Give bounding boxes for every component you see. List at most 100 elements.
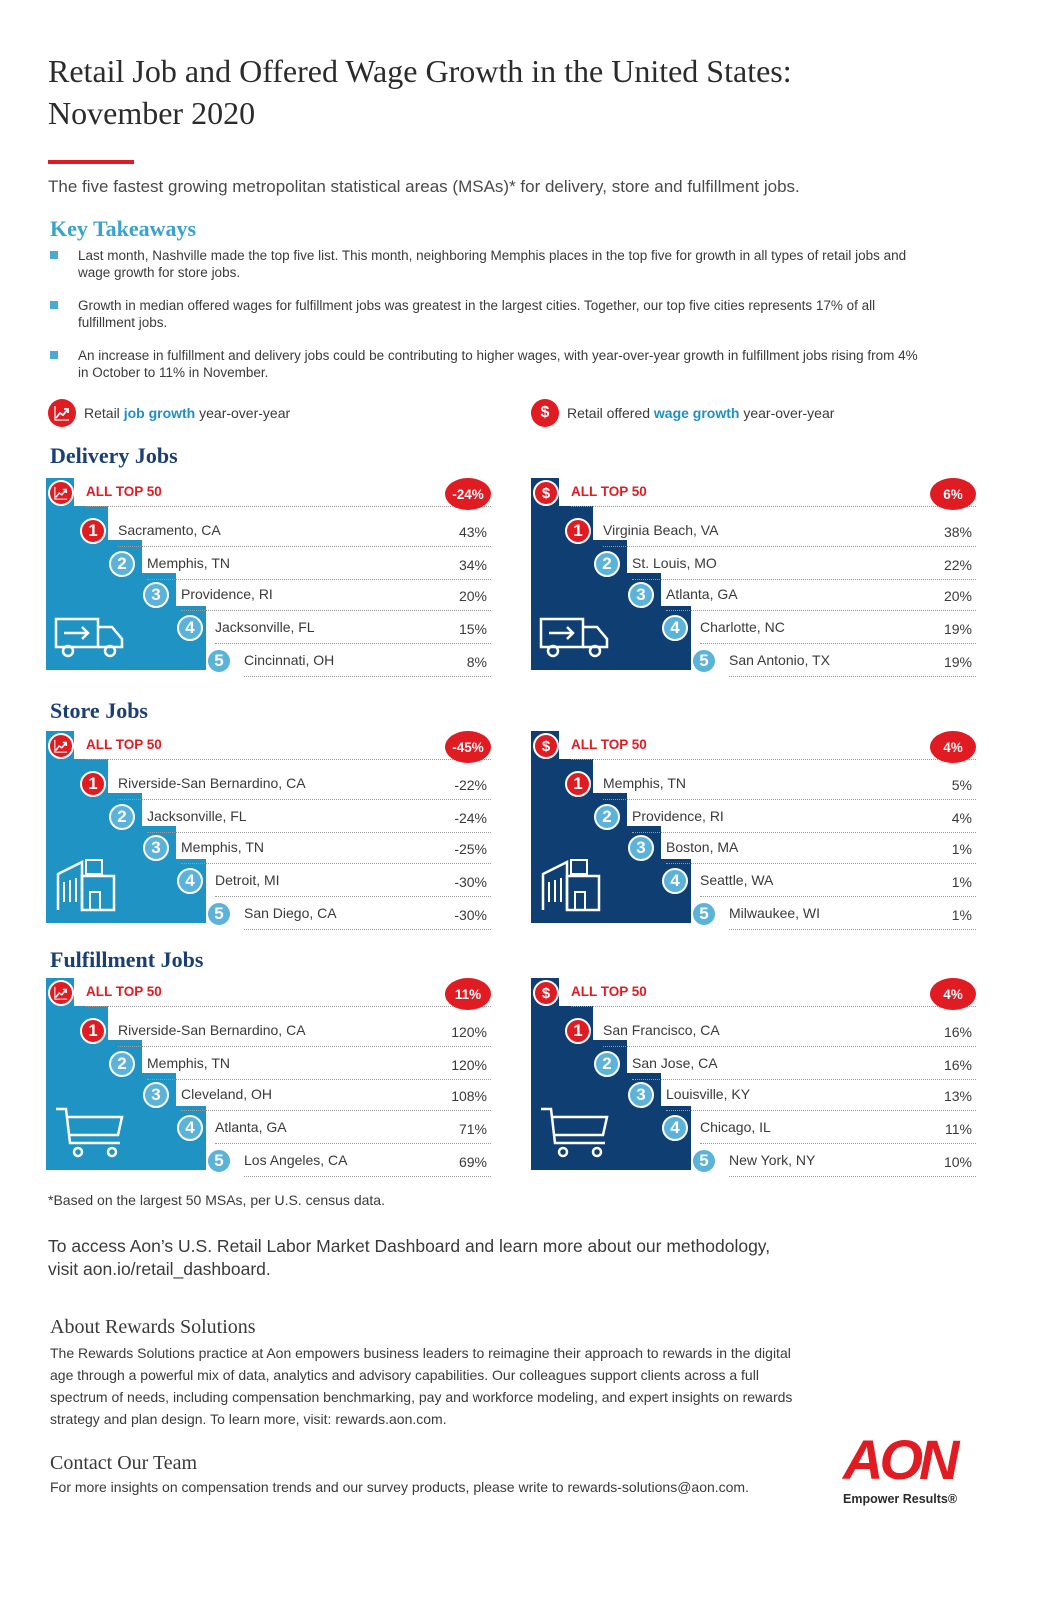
about-heading: About Rewards Solutions bbox=[50, 1316, 256, 1338]
dotted-divider bbox=[181, 863, 491, 864]
dotted-divider bbox=[118, 546, 491, 547]
rank-badge: 2 bbox=[109, 551, 135, 577]
ranking-row: 5 Milwaukee, WI 1% bbox=[691, 899, 976, 930]
growth-value: 38% bbox=[943, 524, 972, 540]
growth-value: 71% bbox=[458, 1121, 487, 1137]
logo-tagline: Empower Results® bbox=[843, 1492, 958, 1506]
growth-value: 16% bbox=[943, 1024, 972, 1040]
city-name: San Jose, CA bbox=[632, 1055, 718, 1071]
ranking-row: 4 Charlotte, NC 19% bbox=[662, 613, 976, 644]
growth-value: 20% bbox=[458, 588, 487, 604]
trend-up-icon bbox=[48, 733, 74, 759]
city-name: Riverside-San Bernardino, CA bbox=[118, 1022, 306, 1038]
dotted-divider bbox=[729, 1176, 976, 1177]
ranking-row: 3 Boston, MA 1% bbox=[628, 833, 976, 864]
city-name: New York, NY bbox=[729, 1152, 816, 1168]
city-name: Milwaukee, WI bbox=[729, 905, 821, 921]
dotted-divider bbox=[244, 1176, 491, 1177]
logo-wordmark: AON bbox=[843, 1428, 959, 1491]
dotted-divider bbox=[729, 676, 976, 677]
city-name: Louisville, KY bbox=[666, 1086, 751, 1102]
ranking-row: 2 San Jose, CA 16% bbox=[594, 1049, 976, 1080]
growth-value: 11% bbox=[945, 1121, 972, 1137]
legend-job-growth: Retail job growth year-over-year bbox=[48, 398, 290, 428]
ranking-row: 1 Riverside-San Bernardino, CA 120% bbox=[80, 1016, 491, 1047]
job-growth-panel: ALL TOP 50 -45% 1 Riverside-San Bernardino,… bbox=[46, 731, 491, 930]
store-building-icon bbox=[539, 856, 603, 917]
growth-value: 1% bbox=[951, 874, 972, 890]
city-name: St. Louis, MO bbox=[632, 555, 717, 571]
ranking-row: 4 Seattle, WA 1% bbox=[662, 866, 976, 897]
growth-value: -30% bbox=[454, 907, 487, 923]
ranking-row: 4 Jacksonville, FL 15% bbox=[177, 613, 491, 644]
city-name: Virginia Beach, VA bbox=[603, 522, 719, 538]
growth-value: -22% bbox=[454, 777, 487, 793]
dotted-divider bbox=[700, 896, 976, 897]
trend-up-icon bbox=[48, 980, 74, 1006]
city-name: Chicago, IL bbox=[700, 1119, 771, 1135]
title-line-2: November 2020 bbox=[48, 95, 256, 131]
dotted-divider bbox=[244, 676, 491, 677]
rank-badge: 4 bbox=[177, 868, 203, 894]
rank-badge: 5 bbox=[206, 901, 232, 927]
section-title: Fulfillment Jobs bbox=[50, 947, 204, 972]
rank-badge: 5 bbox=[206, 1148, 232, 1174]
dotted-divider bbox=[603, 799, 976, 800]
dotted-divider bbox=[86, 506, 491, 507]
ranking-row: 2 St. Louis, MO 22% bbox=[594, 549, 976, 580]
growth-value: 19% bbox=[943, 654, 972, 670]
rank-badge: 2 bbox=[594, 804, 620, 830]
all-top-50-value-badge: 4% bbox=[930, 731, 976, 763]
growth-value: -25% bbox=[454, 841, 487, 857]
dotted-divider bbox=[147, 1079, 491, 1080]
city-name: Sacramento, CA bbox=[118, 522, 221, 538]
rank-badge: 3 bbox=[628, 582, 654, 608]
dotted-divider bbox=[603, 1046, 976, 1047]
legend-wage-growth: $ Retail offered wage growth year-over-y… bbox=[531, 398, 834, 428]
page-title: Retail Job and Offered Wage Growth in th… bbox=[48, 50, 948, 134]
wage-growth-panel: $ ALL TOP 50 4% 1 San Francisco, CA 16% 2 San J… bbox=[531, 978, 976, 1177]
ranking-row: 2 Memphis, TN 34% bbox=[109, 549, 491, 580]
contact-body: For more insights on compensation trends… bbox=[50, 1479, 749, 1495]
ranking-row: 2 Memphis, TN 120% bbox=[109, 1049, 491, 1080]
rank-badge: 1 bbox=[565, 1018, 591, 1044]
ranking-row: 5 Los Angeles, CA 69% bbox=[206, 1146, 491, 1177]
rank-badge: 1 bbox=[565, 518, 591, 544]
rank-badge: 4 bbox=[177, 1115, 203, 1141]
city-name: San Francisco, CA bbox=[603, 1022, 720, 1038]
rank-badge: 5 bbox=[206, 648, 232, 674]
city-name: Charlotte, NC bbox=[700, 619, 785, 635]
ranking-row: 1 Sacramento, CA 43% bbox=[80, 516, 491, 547]
dotted-divider bbox=[603, 546, 976, 547]
city-name: Memphis, TN bbox=[147, 1055, 230, 1071]
all-top-50-label: ALL TOP 50 bbox=[571, 484, 647, 499]
growth-value: 8% bbox=[466, 654, 487, 670]
all-top-50-value-badge: -24% bbox=[445, 478, 491, 510]
city-name: Riverside-San Bernardino, CA bbox=[118, 775, 306, 791]
ranking-row: 1 San Francisco, CA 16% bbox=[565, 1016, 976, 1047]
dotted-divider bbox=[181, 610, 491, 611]
all-top-50-value-badge: 6% bbox=[930, 478, 976, 510]
growth-value: 1% bbox=[951, 907, 972, 923]
rank-badge: 3 bbox=[143, 1082, 169, 1108]
shopping-cart-icon bbox=[539, 1105, 611, 1164]
dotted-divider bbox=[666, 1110, 976, 1111]
growth-value: 16% bbox=[943, 1057, 972, 1073]
dotted-divider bbox=[147, 579, 491, 580]
page-subtitle: The five fastest growing metropolitan st… bbox=[48, 177, 800, 196]
growth-value: 20% bbox=[943, 588, 972, 604]
job-growth-panel: ALL TOP 50 11% 1 Riverside-San Bernardino, … bbox=[46, 978, 491, 1177]
ranking-row: 5 San Antonio, TX 19% bbox=[691, 646, 976, 677]
ranking-row: 3 Atlanta, GA 20% bbox=[628, 580, 976, 611]
all-top-50-label: ALL TOP 50 bbox=[571, 984, 647, 999]
rank-badge: 4 bbox=[662, 1115, 688, 1141]
city-name: Jacksonville, FL bbox=[147, 808, 247, 824]
wage-growth-panel: $ ALL TOP 50 6% 1 Virginia Beach, VA 38% 2 St. … bbox=[531, 478, 976, 677]
section-title: Delivery Jobs bbox=[50, 443, 178, 468]
dotted-divider bbox=[215, 896, 491, 897]
growth-value: 34% bbox=[458, 557, 487, 573]
ranking-row: 2 Jacksonville, FL -24% bbox=[109, 802, 491, 833]
dotted-divider bbox=[666, 610, 976, 611]
growth-value: 13% bbox=[943, 1088, 972, 1104]
city-name: Memphis, TN bbox=[603, 775, 686, 791]
